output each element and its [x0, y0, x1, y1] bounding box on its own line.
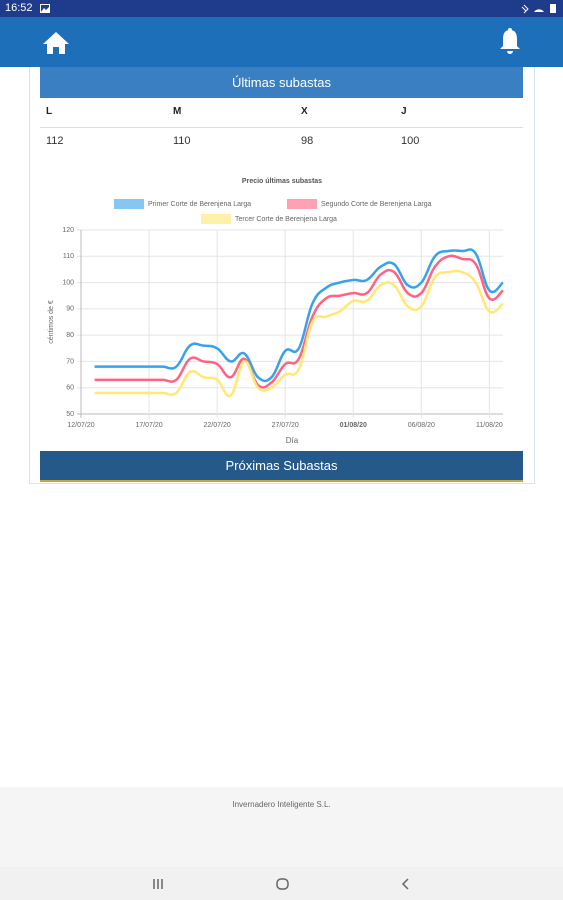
- footer: Invernadero Inteligente S.L.: [0, 787, 563, 867]
- notifications-button[interactable]: [498, 27, 522, 55]
- table-cell: 100: [401, 135, 420, 147]
- card-header: Últimas subastas: [40, 67, 523, 98]
- legend-swatch: [287, 199, 317, 209]
- series-line: [94, 254, 504, 389]
- column-header: L: [46, 106, 53, 117]
- status-bar: 16:52: [0, 0, 563, 17]
- status-time: 16:52: [5, 2, 33, 14]
- x-tick-label: 12/07/20: [67, 422, 94, 429]
- x-tick-label: 17/07/20: [135, 422, 162, 429]
- nav-bar: [0, 867, 563, 900]
- legend-swatch: [114, 199, 144, 209]
- app-bar: [0, 17, 563, 67]
- y-tick-label: 100: [62, 279, 74, 286]
- legend-label: Tercer Corte de Berenjena Larga: [235, 216, 337, 223]
- y-tick-label: 60: [66, 385, 74, 392]
- legend-swatch: [201, 214, 231, 224]
- next-auctions-header[interactable]: Próximas Subastas: [40, 451, 523, 482]
- chart-title: Precio últimas subastas: [242, 178, 322, 185]
- column-header: M: [173, 106, 182, 117]
- column-header: X: [301, 106, 308, 117]
- nav-buttons[interactable]: [150, 877, 420, 891]
- status-icons: [521, 4, 556, 14]
- y-tick-label: 70: [66, 358, 74, 365]
- column-header: J: [401, 106, 407, 117]
- x-tick-label: 11/08/20: [476, 422, 503, 429]
- table-cell: 110: [173, 135, 191, 147]
- table-divider: [40, 127, 523, 128]
- x-tick-label: 06/08/20: [408, 422, 435, 429]
- table-cell: 98: [301, 135, 314, 147]
- series-line: [94, 269, 504, 398]
- table-cell: 112: [46, 135, 64, 147]
- series-line: [94, 248, 504, 383]
- y-tick-label: 110: [63, 253, 74, 260]
- footer-text: Invernadero Inteligente S.L.: [232, 800, 331, 809]
- home-button[interactable]: [42, 31, 70, 55]
- legend-label: Primer Corte de Berenjena Larga: [148, 201, 251, 208]
- y-tick-label: 90: [66, 306, 74, 313]
- x-tick-label: 27/07/20: [272, 422, 299, 429]
- card: [29, 67, 535, 484]
- x-axis-label: Día: [286, 436, 299, 445]
- y-tick-label: 80: [66, 332, 74, 339]
- image-icon: [40, 4, 50, 13]
- y-tick-label: 120: [62, 227, 74, 234]
- y-axis-label: céntimos de €: [48, 300, 55, 344]
- chart: Precio últimas subastas Día céntimos de …: [48, 178, 504, 445]
- x-tick-label: 22/07/20: [204, 422, 231, 429]
- x-tick-label: 01/08/20: [340, 422, 367, 429]
- legend-label: Segundo Corte de Berenjena Larga: [321, 201, 432, 208]
- y-tick-label: 50: [66, 411, 74, 418]
